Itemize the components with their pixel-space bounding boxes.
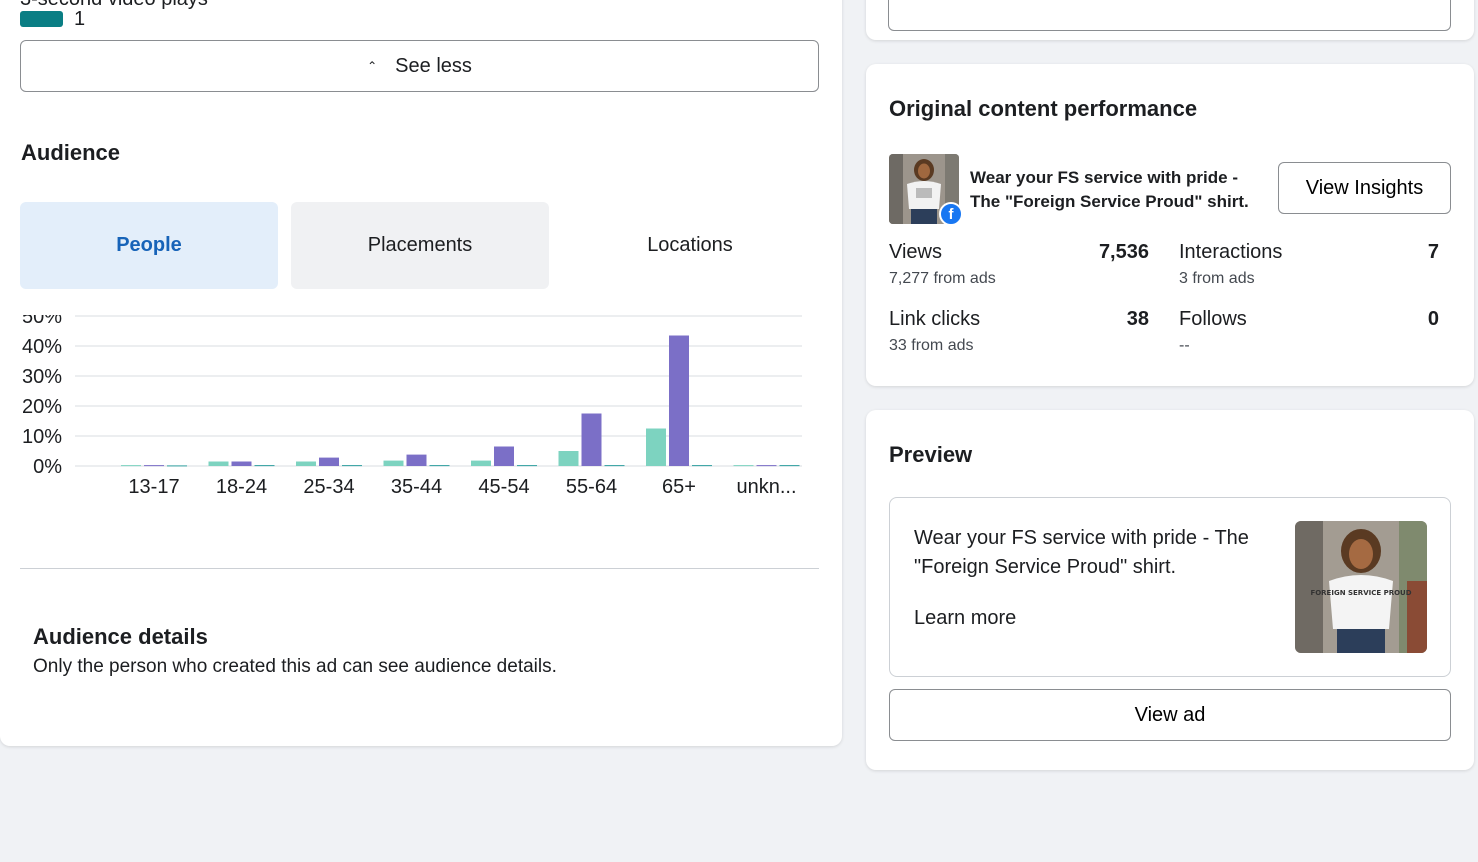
bar-unkn...-series-0[interactable] — [733, 465, 754, 467]
bar-18-24-series-0[interactable] — [208, 461, 229, 467]
bar-25-34-series-0[interactable] — [296, 461, 316, 467]
post-thumbnail — [889, 154, 959, 224]
video-plays-label: 3-second video plays — [20, 0, 208, 11]
bar-55-64-series-2[interactable] — [604, 465, 625, 467]
bar-13-17-series-2[interactable] — [167, 465, 187, 467]
chevron-up-icon: ⌃ — [367, 59, 378, 73]
metric-follows-value: 0 — [1427, 308, 1439, 330]
y-tick-label: 50% — [22, 315, 62, 328]
x-tick-label: unkn... — [736, 476, 796, 498]
bar-45-54-series-2[interactable] — [517, 465, 537, 467]
tab-placements[interactable]: Placements — [291, 202, 549, 289]
post-caption: Wear your FS service with pride - The "F… — [970, 168, 1249, 211]
metric-views-sub: 7,277 from ads — [889, 270, 996, 287]
bar-13-17-series-0[interactable] — [121, 465, 141, 467]
bar-35-44-series-2[interactable] — [429, 465, 450, 467]
metric-views-value: 7,536 — [1098, 241, 1149, 263]
original-content-performance-card: Original content performance f Wear your… — [866, 64, 1474, 386]
bar-unkn...-series-1[interactable] — [756, 465, 777, 467]
preview-image: FOREIGN SERVICE PROUD — [1295, 521, 1427, 653]
bar-25-34-series-2[interactable] — [342, 465, 362, 467]
y-tick-label: 40% — [22, 336, 62, 358]
y-tick-label: 30% — [22, 366, 62, 388]
x-tick-label: 18-24 — [216, 476, 267, 498]
ocp-title: Original content performance — [889, 96, 1198, 121]
audience-details-title: Audience details — [33, 624, 208, 649]
x-tick-label: 45-54 — [478, 476, 529, 498]
bar-65+-series-0[interactable] — [646, 428, 666, 467]
tab-placements-label: Placements — [367, 234, 473, 256]
ad-results-card: 3-second video plays 1 ⌃ See less Audien… — [0, 0, 842, 746]
bar-35-44-series-1[interactable] — [406, 454, 427, 466]
x-tick-label: 65+ — [662, 476, 696, 498]
tab-people-label: People — [116, 234, 182, 256]
metric-interactions-value: 7 — [1427, 241, 1439, 263]
bar-65+-series-2[interactable] — [692, 465, 712, 467]
see-less-button[interactable]: ⌃ See less — [20, 40, 819, 92]
see-less-label: See less — [395, 54, 472, 77]
bar-13-17-series-1[interactable] — [144, 465, 164, 467]
bar-65+-series-1[interactable] — [669, 335, 689, 467]
metric-follows-label: Follows — [1179, 308, 1247, 330]
x-tick-label: 55-64 — [566, 476, 617, 498]
y-tick-label: 10% — [22, 426, 62, 448]
tab-people[interactable]: People — [20, 202, 278, 289]
tab-locations[interactable]: Locations — [561, 202, 819, 289]
bar-18-24-series-1[interactable] — [231, 461, 252, 467]
bar-18-24-series-2[interactable] — [254, 465, 275, 467]
shirt-text: FOREIGN SERVICE PROUD — [1310, 589, 1411, 597]
metric-interactions-label: Interactions — [1179, 241, 1283, 263]
bar-unkn...-series-2[interactable] — [779, 465, 800, 467]
y-tick-label: 20% — [22, 396, 62, 418]
bar-45-54-series-0[interactable] — [471, 460, 491, 466]
x-tick-label: 35-44 — [391, 476, 442, 498]
ad-preview[interactable]: Wear your FS service with pride - The "F… — [889, 497, 1451, 677]
bar-45-54-series-1[interactable] — [494, 446, 514, 467]
y-tick-label: 0% — [33, 456, 62, 478]
facebook-icon: f — [939, 202, 963, 226]
audience-heading: Audience — [21, 140, 121, 165]
tab-locations-label: Locations — [647, 234, 733, 256]
view-ad-button[interactable]: View ad — [889, 689, 1451, 741]
video-plays-value: 1 — [74, 8, 86, 30]
metric-interactions-sub: 3 from ads — [1179, 270, 1255, 287]
top-card — [866, 0, 1474, 40]
metric-follows-sub: -- — [1179, 337, 1190, 354]
x-tick-label: 13-17 — [128, 476, 179, 498]
metric-link-clicks-sub: 33 from ads — [889, 337, 974, 354]
preview-card: Preview Wear your FS service with pride … — [866, 410, 1474, 770]
bar-55-64-series-1[interactable] — [581, 413, 602, 467]
video-plays-legend-swatch — [20, 11, 63, 27]
top-card-button[interactable] — [888, 0, 1451, 31]
bar-35-44-series-0[interactable] — [383, 460, 404, 466]
bar-55-64-series-0[interactable] — [558, 451, 579, 466]
metric-link-clicks-label: Link clicks — [889, 308, 981, 330]
divider — [20, 568, 819, 569]
age-distribution-chart: 50% 40% 30% 20% 10% 0% 13-17 18-24 25-34 35-44 45-… — [22, 315, 802, 498]
bar-25-34-series-1[interactable] — [319, 457, 339, 466]
audience-details-text: Only the person who created this ad can … — [33, 656, 557, 677]
view-insights-button[interactable]: View Insights — [1278, 162, 1451, 214]
metric-link-clicks-value: 38 — [1126, 308, 1149, 330]
preview-title: Preview — [889, 442, 973, 467]
learn-more-link[interactable]: Learn more — [914, 607, 1017, 629]
metric-views-label: Views — [889, 241, 942, 263]
preview-caption: Wear your FS service with pride - The "F… — [914, 527, 1249, 578]
x-tick-label: 25-34 — [303, 476, 354, 498]
